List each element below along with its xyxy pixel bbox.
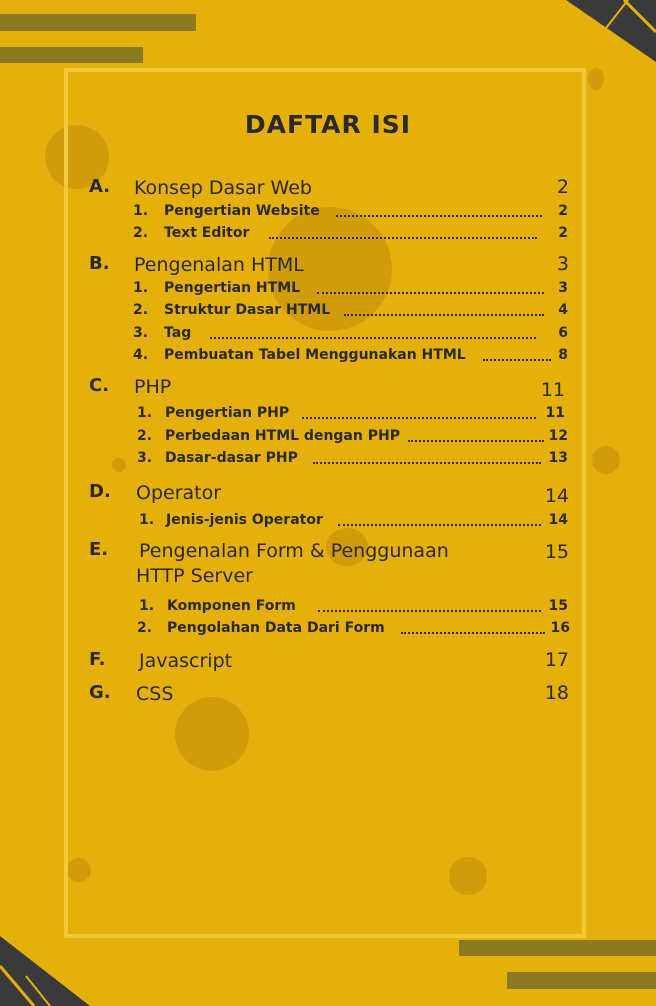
item-number: 2. — [137, 620, 153, 636]
section-title: Operator — [136, 482, 222, 504]
decor-circle — [67, 858, 91, 882]
item-title: Pengertian Website — [164, 203, 320, 219]
item-page: 3 — [558, 280, 568, 296]
item-title: Pengertian PHP — [165, 405, 290, 421]
item-title: Jenis-jenis Operator — [166, 512, 323, 528]
section-letter: D. — [89, 481, 111, 502]
item-page: 13 — [548, 450, 568, 466]
item-number: 1. — [133, 203, 149, 219]
bottom-stripe-upper — [459, 940, 656, 956]
item-number: 2. — [133, 302, 149, 318]
section-title: Pengenalan HTML — [134, 254, 304, 276]
section-title: CSS — [136, 683, 174, 705]
item-title: Tag — [164, 325, 192, 341]
item-number: 2. — [133, 225, 149, 241]
item-number: 1. — [133, 280, 149, 296]
item-number: 1. — [137, 405, 153, 421]
item-number: 2. — [137, 428, 153, 444]
content-frame — [64, 68, 586, 938]
section-page: 15 — [544, 541, 569, 563]
dot-leader — [313, 462, 541, 464]
top-stripe-upper — [0, 14, 196, 31]
item-title: Pembuatan Tabel Menggunakan HTML — [164, 347, 466, 363]
section-letter: F. — [89, 649, 106, 670]
bottom-stripe-lower — [507, 972, 656, 989]
item-page: 16 — [550, 620, 570, 636]
section-letter: A. — [89, 176, 111, 197]
dot-leader — [401, 632, 545, 634]
item-page: 6 — [558, 325, 568, 341]
item-title: Pengertian HTML — [164, 280, 301, 296]
section-letter: C. — [89, 375, 110, 396]
item-title: Pengolahan Data Dari Form — [167, 620, 385, 636]
decor-circle — [592, 446, 620, 474]
section-title: Pengenalan Form & Penggunaan HTTP Server — [136, 540, 449, 587]
top-stripe-lower — [0, 47, 143, 63]
decor-circle — [588, 68, 604, 90]
item-title: Perbedaan HTML dengan PHP — [165, 428, 400, 444]
dot-leader — [344, 314, 544, 316]
section-title: PHP — [134, 376, 172, 398]
decor-circle — [112, 458, 126, 472]
item-number: 1. — [139, 598, 155, 614]
item-number: 4. — [133, 347, 149, 363]
decor-circle — [326, 528, 368, 566]
item-page: 2 — [558, 203, 568, 219]
dot-leader — [317, 292, 544, 294]
decor-circle — [268, 207, 392, 331]
section-letter: E. — [89, 539, 109, 560]
item-number: 3. — [137, 450, 153, 466]
page-title: DAFTAR ISI — [244, 110, 412, 139]
item-page: 11 — [545, 405, 565, 421]
item-page: 2 — [558, 225, 568, 241]
decor-circle — [449, 857, 487, 895]
section-page: 11 — [540, 379, 565, 401]
item-page: 4 — [558, 302, 568, 318]
item-page: 14 — [548, 512, 568, 528]
section-title: Konsep Dasar Web — [134, 177, 312, 199]
item-number: 3. — [133, 325, 149, 341]
dot-leader — [318, 610, 541, 612]
dot-leader — [408, 440, 544, 442]
section-page: 18 — [544, 682, 569, 704]
decor-circle — [45, 125, 109, 189]
dot-leader — [336, 215, 542, 217]
dot-leader — [483, 359, 551, 361]
item-title: Dasar-dasar PHP — [165, 450, 298, 466]
decor-circle — [175, 697, 249, 771]
bottom-left-corner-ornament — [0, 936, 90, 1006]
item-page: 12 — [548, 428, 568, 444]
item-page: 8 — [558, 347, 568, 363]
top-right-corner-ornament — [566, 0, 656, 62]
item-title: Text Editor — [164, 225, 250, 241]
section-page: 14 — [544, 485, 569, 507]
dot-leader — [210, 337, 536, 339]
item-page: 15 — [548, 598, 568, 614]
dot-leader — [338, 524, 541, 526]
section-page: 3 — [556, 253, 569, 275]
dot-leader — [269, 237, 537, 239]
section-letter: B. — [89, 253, 110, 274]
dot-leader — [302, 417, 536, 419]
item-title: Komponen Form — [167, 598, 296, 614]
section-page: 17 — [544, 649, 569, 671]
item-number: 1. — [139, 512, 155, 528]
item-title: Struktur Dasar HTML — [164, 302, 331, 318]
section-page: 2 — [556, 176, 569, 198]
section-letter: G. — [89, 682, 111, 703]
section-title: Javascript — [139, 650, 233, 672]
